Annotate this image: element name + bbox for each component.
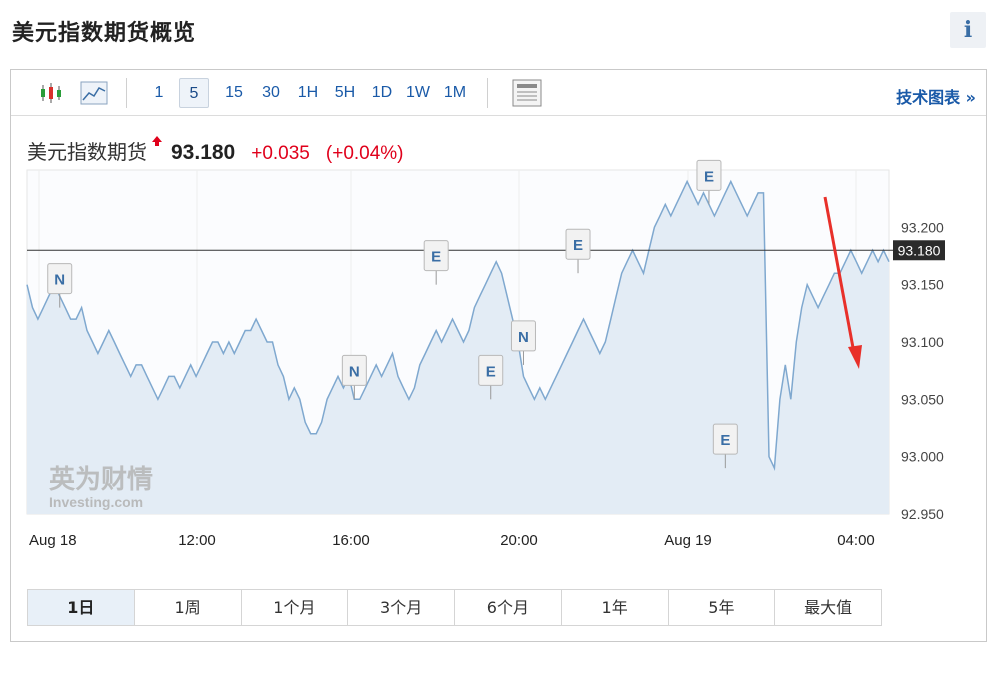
event-marker-label: N [518,329,529,346]
y-tick-label: 92.950 [901,506,944,522]
instrument-name: 美元指数期货 [27,140,147,164]
y-tick-label: 93.100 [901,334,944,350]
price-chart[interactable]: 93.180 93.200 93.150 93.100 93.050 93.000 92.9… [11,70,986,580]
annotation-arrow-shaft [823,196,856,354]
x-tick-label: Aug 18 [29,532,77,549]
price-change: +0.035 [251,143,310,164]
x-tick-label: 16:00 [332,532,370,549]
event-marker[interactable] [423,240,449,272]
y-tick-label: 93.150 [901,277,944,293]
timeframe-30[interactable]: 30 [262,84,280,101]
current-price-badge [893,240,945,261]
y-tick-label: 93.000 [901,449,944,465]
x-tick-label: 04:00 [837,532,875,549]
timeframe-1h[interactable]: 1H [297,84,319,101]
up-arrow-icon [152,136,162,146]
timeframe-1d[interactable]: 1D [371,84,393,101]
price-change-percent: (+0.04%) [325,143,404,164]
event-marker-label: N [54,272,65,289]
timeframe-15[interactable]: 15 [225,84,243,101]
watermark-cn: 英为财情 [49,465,153,495]
period-tab[interactable]: 6个月 [455,590,562,625]
x-tick-label: 12:00 [178,532,216,549]
period-tab[interactable]: 1周 [134,590,242,625]
quote-header: 美元指数期货 93.180 +0.035 (+0.04%) [27,136,404,164]
watermark-en: Investing.com [49,494,143,510]
line-chart-icon[interactable] [80,79,108,107]
event-marker[interactable] [565,228,591,260]
chart-toolbar: 技术图表 » 1 5 15 30 1H 5H 1D 1W 1M [11,70,986,116]
y-tick-label: 93.200 [901,219,944,235]
event-marker-label: E [486,363,496,380]
period-tab[interactable]: 5年 [668,590,776,625]
event-marker-label: E [704,168,714,185]
last-price: 93.180 [171,141,236,164]
event-marker[interactable] [341,354,367,386]
tech-chart-link[interactable]: 技术图表 » [896,88,976,107]
event-marker-label: N [349,363,360,380]
timeframe-1m[interactable]: 1M [443,84,467,101]
chart-widget: 技术图表 » 1 5 15 30 1H 5H 1D 1W 1M 美元指数期货 93.180 +0… [10,69,987,642]
x-tick-label: 20:00 [500,532,538,549]
table-icon[interactable] [512,79,542,107]
toolbar-separator [126,78,127,108]
period-tab[interactable]: 最大值 [775,590,881,625]
event-marker[interactable] [478,354,504,386]
period-tab[interactable]: 1个月 [241,590,349,625]
candlestick-icon[interactable] [39,79,63,107]
x-tick-label: Aug 19 [664,532,712,549]
timeframe-5h[interactable]: 5H [334,84,356,101]
period-selector: 1日 1周 1个月 3个月 6个月 1年 5年 最大值 [27,589,882,626]
price-line [26,179,890,471]
period-tab[interactable]: 3个月 [348,590,455,625]
event-marker[interactable] [696,159,722,191]
annotation-arrow-head [848,345,862,369]
period-tab[interactable]: 1年 [561,590,669,625]
toolbar-separator [487,78,488,108]
event-marker-label: E [431,249,441,266]
price-area [27,181,889,514]
timeframe-1[interactable]: 1 [154,84,164,101]
info-button[interactable]: i [950,12,986,48]
event-marker-label: E [573,237,583,254]
event-marker[interactable] [510,320,536,352]
timeframe-5[interactable]: 5 [179,78,209,108]
event-marker-label: E [720,432,730,449]
event-marker[interactable] [47,263,73,295]
timeframe-1w[interactable]: 1W [406,84,430,101]
current-price-label: 93.180 [898,242,941,258]
period-tab[interactable]: 1日 [28,590,135,625]
y-tick-label: 93.050 [901,391,944,407]
event-marker[interactable] [712,423,738,455]
page-title: 美元指数期货概览 [12,21,197,46]
